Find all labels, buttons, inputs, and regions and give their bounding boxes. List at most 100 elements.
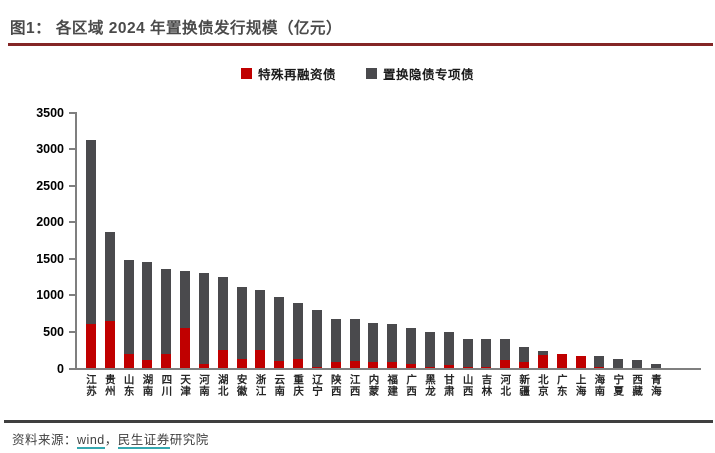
x-axis-label: 上海 [574, 374, 587, 397]
x-axis-label: 海南 [593, 374, 606, 397]
bar-segment-special-refinancing-bond [142, 360, 153, 369]
legend-item-swap-special-bond: 置换隐债专项债 [366, 64, 474, 83]
source-suffix: 研究院 [169, 433, 209, 447]
x-axis-label: 福建 [386, 374, 399, 397]
source-link-wind[interactable]: wind [77, 433, 105, 449]
x-axis-label: 山西 [461, 374, 474, 397]
bar-segment-swap-special-bond [406, 327, 417, 365]
x-axis-line [75, 368, 701, 370]
bar-segment-special-refinancing-bond [443, 364, 454, 369]
y-tick-mark [69, 330, 75, 333]
x-axis-label: 湖北 [216, 374, 229, 397]
y-tick-mark [69, 184, 75, 187]
x-axis-label: 宁夏 [612, 374, 625, 397]
y-tick-mark [69, 111, 75, 114]
bar-segment-swap-special-bond [330, 318, 341, 362]
y-axis-line [75, 111, 77, 370]
y-tick-mark [69, 367, 75, 370]
y-tick-label: 0 [57, 361, 64, 376]
x-axis-label: 内蒙 [367, 374, 380, 397]
bar-segment-special-refinancing-bond [349, 361, 360, 369]
y-tick-mark [69, 257, 75, 260]
x-axis-label: 江苏 [85, 374, 97, 397]
source-line: 资料来源：wind，民生证券研究院 [12, 429, 209, 449]
x-axis-label: 广东 [555, 374, 568, 397]
bar-segment-special-refinancing-bond [123, 354, 134, 369]
bar-segment-special-refinancing-bond [556, 353, 567, 369]
bar-segment-swap-special-bond [161, 268, 172, 355]
x-axis-label: 重庆 [292, 374, 305, 397]
bar-segment-special-refinancing-bond [537, 355, 548, 369]
x-axis-label: 西藏 [631, 374, 644, 397]
bar-segment-swap-special-bond [500, 338, 511, 361]
x-axis-label: 河北 [499, 374, 512, 397]
bar-segment-swap-special-bond [274, 297, 285, 361]
legend-label-special-refinancing-bond: 特殊再融资债 [257, 68, 336, 82]
x-axis-label: 四川 [160, 374, 173, 397]
bar-segment-swap-special-bond [424, 332, 435, 368]
x-axis-label: 青海 [649, 374, 662, 397]
bar-segment-swap-special-bond [255, 289, 266, 351]
bar-segment-swap-special-bond [198, 272, 209, 365]
bar-segment-swap-special-bond [142, 262, 153, 361]
legend-label-swap-special-bond: 置换隐债专项债 [383, 68, 475, 82]
legend-swatch-red [240, 68, 252, 79]
bar-segment-swap-special-bond [123, 259, 134, 355]
x-axis-label: 北京 [536, 374, 549, 397]
bar-segment-swap-special-bond [632, 360, 643, 369]
bar-segment-special-refinancing-bond [293, 359, 304, 369]
title-rule [8, 43, 713, 46]
bar-segment-special-refinancing-bond [387, 361, 398, 369]
x-axis-label: 辽宁 [310, 374, 323, 397]
bar-segment-special-refinancing-bond [274, 360, 285, 369]
source-link-minsheng[interactable]: 民生证券 [117, 433, 170, 449]
source-prefix: 资料来源： [12, 433, 78, 447]
bar-segment-swap-special-bond [86, 139, 96, 324]
x-axis-label: 安徽 [235, 374, 248, 397]
bar-segment-swap-special-bond [349, 319, 360, 362]
y-tick-label: 500 [43, 324, 64, 339]
x-axis-label: 河南 [197, 374, 210, 397]
bar-segment-special-refinancing-bond [161, 354, 172, 369]
figure-title: 图1： 各区域 2024 年置换债发行规模（亿元） [10, 20, 343, 37]
bar-segment-special-refinancing-bond [406, 364, 417, 369]
bar-segment-special-refinancing-bond [198, 364, 209, 369]
y-tick-mark [69, 148, 75, 151]
bar-segment-special-refinancing-bond [594, 367, 605, 369]
bar-segment-special-refinancing-bond [481, 367, 492, 369]
bar-segment-special-refinancing-bond [311, 367, 322, 369]
chart-legend: 特殊再融资债 置换隐债专项债 [0, 64, 715, 83]
x-axis-label: 贵州 [103, 374, 116, 397]
bar-segment-special-refinancing-bond [330, 361, 341, 369]
bar-segment-swap-special-bond [537, 350, 548, 356]
bar-segment-swap-special-bond [594, 356, 605, 368]
y-tick-label: 2500 [36, 178, 64, 193]
bar-segment-swap-special-bond [387, 324, 398, 362]
x-axis-label: 广西 [405, 374, 418, 397]
x-axis-label: 江西 [348, 374, 361, 397]
bar-segment-special-refinancing-bond [462, 367, 473, 369]
bar-segment-special-refinancing-bond [180, 328, 191, 369]
x-axis-label: 湖南 [141, 374, 154, 397]
x-axis-label: 吉林 [480, 374, 493, 397]
x-axis-label: 甘肃 [442, 374, 455, 397]
legend-swatch-gray [366, 68, 377, 79]
y-tick-mark [69, 221, 75, 224]
bar-segment-swap-special-bond [180, 270, 191, 329]
y-tick-label: 1500 [36, 251, 64, 266]
bar-segment-special-refinancing-bond [368, 361, 379, 369]
bar-segment-swap-special-bond [613, 359, 624, 369]
bar-segment-special-refinancing-bond [236, 359, 247, 369]
bar-segment-swap-special-bond [293, 303, 304, 360]
bar-segment-swap-special-bond [236, 286, 247, 360]
bar-segment-swap-special-bond [311, 309, 322, 368]
x-axis-label: 陕西 [329, 374, 342, 397]
y-tick-label: 1000 [36, 288, 64, 303]
y-tick-label: 2000 [36, 215, 64, 230]
bar-segment-special-refinancing-bond [424, 367, 435, 369]
footer-divider [4, 420, 713, 423]
x-axis-label: 新疆 [518, 374, 531, 397]
x-axis-label: 浙江 [254, 374, 267, 397]
bar-segment-special-refinancing-bond [86, 323, 96, 369]
